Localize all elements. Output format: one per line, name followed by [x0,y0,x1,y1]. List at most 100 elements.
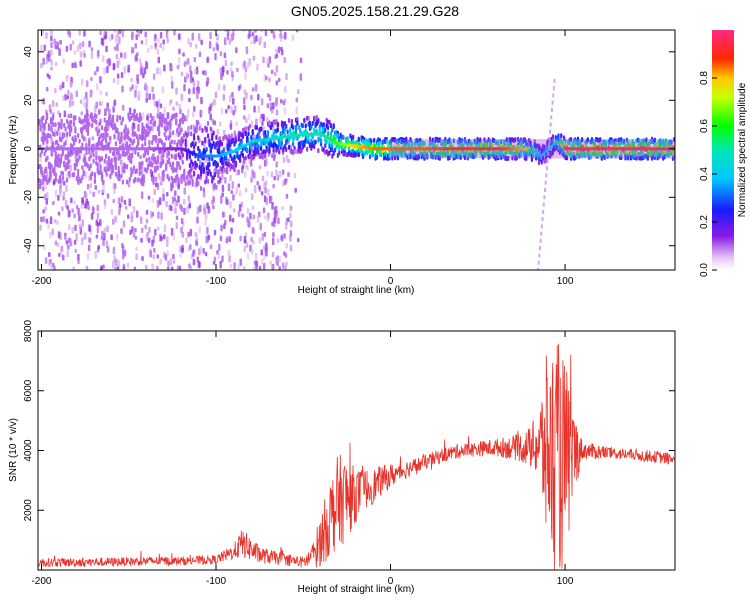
heatmap-cell [268,77,271,83]
heatmap-cell [279,136,282,140]
heatmap-cell [237,85,241,91]
heatmap-cell [96,248,100,253]
heatmap-cell [243,60,246,68]
heatmap-cell [61,81,65,89]
heatmap-cell [224,30,227,32]
heatmap-cell [285,135,288,139]
heatmap-cell [77,207,80,215]
heatmap-cell [127,180,131,188]
heatmap-cell [68,151,71,157]
heatmap-cell [187,131,190,137]
heatmap-cell [545,173,548,178]
heatmap-cell [221,174,224,181]
heatmap-cell [356,144,359,148]
heatmap-cell [156,49,160,55]
heatmap-cell [86,147,90,151]
heatmap-cell [51,121,55,127]
heatmap-cell [67,159,70,165]
heatmap-cell [100,139,104,145]
heatmap-cell [100,156,104,162]
heatmap-cell [223,167,226,173]
heatmap-cell [199,204,202,213]
heatmap-cell [109,147,112,151]
heatmap-cell [342,143,345,147]
heatmap-cell [247,141,250,145]
heatmap-cell [296,89,300,95]
heatmap-cell [149,119,152,125]
heatmap-cell [329,123,332,129]
colorbar-tick-label: 0.2 [699,215,710,229]
heatmap-cell [130,159,133,165]
heatmap-cell [230,34,233,42]
heatmap-cell [244,143,247,147]
heatmap-cell [136,52,139,57]
heatmap-cell [284,252,288,259]
heatmap-cell [273,175,276,181]
heatmap-cell [267,93,270,98]
heatmap-cell [283,233,286,239]
heatmap-cell [137,96,140,101]
heatmap-cell [104,131,107,140]
heatmap-cell [324,134,327,138]
heatmap-cell [129,87,132,92]
heatmap-cell [194,141,197,147]
heatmap-cell [263,252,266,260]
heatmap-cell [243,235,247,244]
heatmap-cell [139,116,143,122]
heatmap-cell [81,78,84,86]
heatmap-cell [40,136,43,142]
heatmap-cell [174,202,177,209]
heatmap-cell [262,207,266,214]
heatmap-cell [100,125,104,131]
heatmap-cell [374,147,377,151]
heatmap-cell [633,139,637,159]
heatmap-cell [649,139,653,159]
heatmap-cell [176,65,180,70]
heatmap-cell [43,151,46,157]
heatmap-cell [121,147,124,151]
heatmap-cell [189,65,192,73]
heatmap-cell [448,139,451,159]
heatmap-cell [191,161,194,167]
heatmap-cell [54,159,57,167]
heatmap-cell [176,127,179,133]
heatmap-cell [51,100,55,108]
heatmap-cell [188,163,191,169]
heatmap-cell [171,266,174,270]
heatmap-cell [95,101,98,109]
heatmap-cell [145,264,148,270]
heatmap-cell [226,33,230,40]
heatmap-cell [57,157,60,163]
heatmap-cell [550,139,553,159]
heatmap-cell [206,133,210,139]
heatmap-cell [102,264,105,269]
heatmap-cell [58,252,61,257]
heatmap-cell [175,215,179,221]
heatmap-cell [230,133,233,139]
heatmap-cell [120,120,123,126]
heatmap-cell [139,62,143,69]
heatmap-cell [50,149,53,155]
heatmap-cell [78,30,81,36]
heatmap-cell [222,152,225,156]
heatmap-cell [188,97,191,103]
heatmap-cell [253,105,256,113]
heatmap-cell [106,106,110,113]
heatmap-cell [336,141,339,145]
heatmap-cell [455,139,459,159]
heatmap-cell [246,207,250,215]
heatmap-cell [293,149,296,155]
heatmap-cell [56,147,59,151]
heatmap-cell [113,46,117,51]
heatmap-cell [244,94,248,102]
heatmap-cell [201,161,204,167]
heatmap-cell [547,151,550,156]
heatmap-cell [271,251,275,258]
heatmap-cell [294,133,298,137]
heatmap-cell [266,215,270,222]
heatmap-cell [201,127,204,133]
heatmap-cell [45,32,48,39]
heatmap-cell [146,165,150,171]
heatmap-cell [242,30,246,32]
x-tick-label: -200 [31,576,51,587]
